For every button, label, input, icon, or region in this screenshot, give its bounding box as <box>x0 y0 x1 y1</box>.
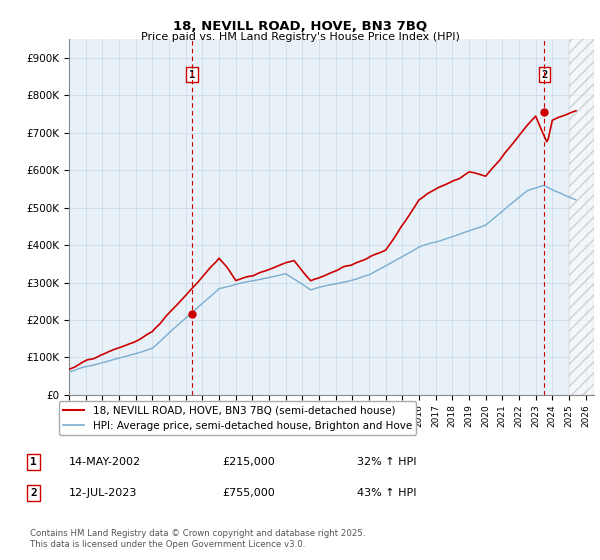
Text: 18, NEVILL ROAD, HOVE, BN3 7BQ: 18, NEVILL ROAD, HOVE, BN3 7BQ <box>173 20 427 32</box>
Text: 12-JUL-2023: 12-JUL-2023 <box>69 488 137 498</box>
Text: 1: 1 <box>30 457 37 467</box>
Text: £755,000: £755,000 <box>222 488 275 498</box>
Text: 32% ↑ HPI: 32% ↑ HPI <box>357 457 416 467</box>
Text: 2: 2 <box>541 70 548 80</box>
Text: 2: 2 <box>30 488 37 498</box>
Text: Contains HM Land Registry data © Crown copyright and database right 2025.
This d: Contains HM Land Registry data © Crown c… <box>30 529 365 549</box>
Text: Price paid vs. HM Land Registry's House Price Index (HPI): Price paid vs. HM Land Registry's House … <box>140 32 460 43</box>
Text: 1: 1 <box>189 70 195 80</box>
Text: £215,000: £215,000 <box>222 457 275 467</box>
Text: 43% ↑ HPI: 43% ↑ HPI <box>357 488 416 498</box>
Text: 14-MAY-2002: 14-MAY-2002 <box>69 457 141 467</box>
Legend: 18, NEVILL ROAD, HOVE, BN3 7BQ (semi-detached house), HPI: Average price, semi-d: 18, NEVILL ROAD, HOVE, BN3 7BQ (semi-det… <box>59 401 416 435</box>
